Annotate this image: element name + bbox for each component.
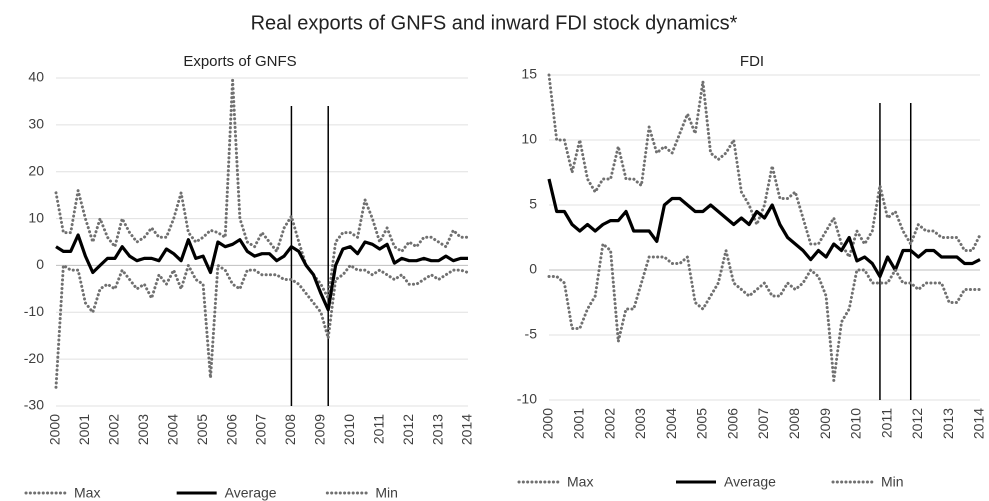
x-tick-label: 2014 bbox=[459, 414, 475, 445]
series-line bbox=[547, 242, 982, 382]
x-tick-label: 2002 bbox=[106, 414, 122, 445]
legend-label: Min bbox=[881, 474, 904, 490]
x-tick-label: 2012 bbox=[909, 408, 925, 439]
series-line bbox=[547, 178, 981, 279]
x-tick-label: 2005 bbox=[694, 408, 710, 439]
y-tick-label: 15 bbox=[521, 66, 537, 82]
x-tick-label: 2009 bbox=[817, 408, 833, 439]
y-tick-label: 40 bbox=[28, 69, 44, 85]
x-tick-label: 2003 bbox=[135, 414, 151, 445]
series-line bbox=[54, 78, 470, 300]
x-tick-label: 2012 bbox=[400, 414, 416, 445]
x-tick-label: 2006 bbox=[223, 414, 239, 445]
x-tick-label: 2001 bbox=[570, 408, 586, 439]
x-tick-label: 2000 bbox=[47, 414, 63, 445]
x-tick-label: 2011 bbox=[370, 414, 386, 444]
y-tick-label: 30 bbox=[28, 116, 44, 132]
series-line bbox=[55, 233, 468, 312]
legend-label: Average bbox=[724, 474, 776, 490]
y-tick-label: 5 bbox=[529, 196, 537, 212]
x-tick-label: 2013 bbox=[429, 414, 445, 445]
y-tick-label: -20 bbox=[24, 350, 44, 366]
x-tick-label: 2003 bbox=[632, 408, 648, 439]
x-tick-label: 2008 bbox=[282, 414, 298, 445]
x-tick-label: 2000 bbox=[540, 408, 556, 439]
x-tick-label: 2009 bbox=[312, 414, 328, 445]
x-tick-label: 2010 bbox=[341, 414, 357, 445]
x-tick-label: 2006 bbox=[724, 408, 740, 439]
x-tick-label: 2010 bbox=[848, 408, 864, 439]
series-line bbox=[547, 73, 982, 259]
legend-label: Average bbox=[225, 485, 277, 501]
series-line bbox=[54, 263, 470, 389]
subplot-title: FDI bbox=[740, 53, 764, 70]
y-tick-label: -10 bbox=[24, 303, 44, 319]
x-tick-label: 2007 bbox=[253, 414, 269, 445]
y-tick-label: 0 bbox=[529, 261, 537, 277]
chart-title: Real exports of GNFS and inward FDI stoc… bbox=[251, 12, 738, 34]
x-tick-label: 2007 bbox=[755, 408, 771, 439]
subplot-title: Exports of GNFS bbox=[183, 53, 296, 70]
x-tick-label: 2004 bbox=[164, 414, 180, 445]
x-tick-label: 2014 bbox=[971, 408, 987, 439]
y-tick-label: -5 bbox=[525, 326, 538, 342]
x-tick-label: 2008 bbox=[786, 408, 802, 439]
x-tick-label: 2002 bbox=[601, 408, 617, 439]
y-tick-label: 20 bbox=[28, 162, 44, 178]
x-tick-label: 2004 bbox=[663, 408, 679, 439]
x-tick-label: 2013 bbox=[940, 408, 956, 439]
legend-label: Max bbox=[74, 485, 100, 501]
legend-label: Max bbox=[567, 474, 593, 490]
y-tick-label: 0 bbox=[36, 256, 44, 272]
x-tick-label: 2011 bbox=[878, 408, 894, 438]
x-tick-label: 2005 bbox=[194, 414, 210, 445]
y-tick-label: -30 bbox=[24, 397, 44, 413]
legend-label: Min bbox=[375, 485, 398, 501]
y-tick-label: -10 bbox=[517, 391, 537, 407]
y-tick-label: 10 bbox=[28, 209, 44, 225]
y-tick-label: 10 bbox=[521, 131, 537, 147]
x-tick-label: 2001 bbox=[76, 414, 92, 445]
